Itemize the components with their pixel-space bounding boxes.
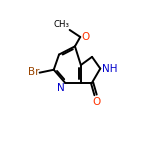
Text: CH₃: CH₃	[53, 20, 69, 29]
Text: N: N	[57, 83, 64, 93]
Text: O: O	[81, 32, 90, 42]
Text: O: O	[92, 97, 100, 107]
Text: NH: NH	[102, 64, 117, 74]
Text: Br: Br	[28, 67, 39, 77]
